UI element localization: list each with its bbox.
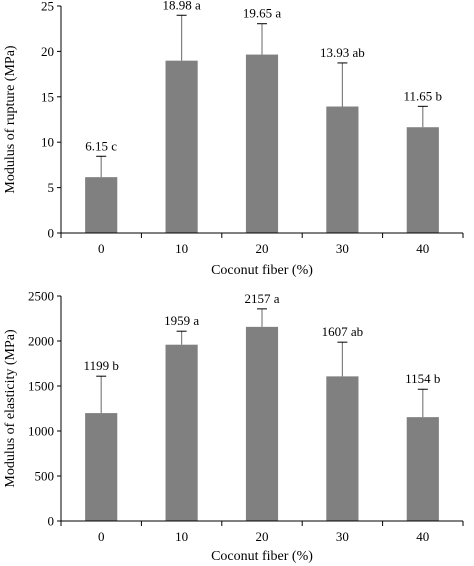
- bar: [245, 326, 279, 521]
- bar: [406, 127, 439, 233]
- data-label: 1607 ab: [322, 324, 364, 339]
- bar: [326, 376, 359, 521]
- y-tick-label: 10: [41, 135, 54, 150]
- data-label: 1959 a: [164, 313, 199, 328]
- bar: [326, 106, 359, 233]
- y-tick-label: 5: [48, 180, 55, 195]
- x-tick-label: 40: [416, 529, 429, 544]
- bar: [165, 60, 198, 234]
- y-axis-label: Modulus of elasticity (MPa): [3, 329, 18, 488]
- data-label: 2157 a: [244, 291, 279, 306]
- data-label: 6.15 c: [85, 138, 117, 153]
- x-tick-label: 40: [416, 241, 429, 256]
- x-tick-label: 30: [336, 529, 349, 544]
- x-tick-label: 10: [175, 529, 188, 544]
- x-tick-label: 10: [175, 241, 188, 256]
- y-tick-label: 2000: [28, 334, 54, 349]
- y-tick-label: 1000: [28, 424, 54, 439]
- x-axis-label: Coconut fiber (%): [211, 549, 313, 564]
- y-tick-label: 2500: [28, 289, 54, 304]
- x-tick-label: 20: [256, 529, 269, 544]
- chart-modulus-of-rupture: 6.15 c 18.98 a 19.65 a 13.93 ab 11.65 b 0 5 10 1…: [3, 0, 464, 278]
- bar: [85, 413, 118, 521]
- y-tick-label: 1500: [28, 379, 54, 394]
- y-tick-label: 0: [48, 514, 55, 529]
- x-tick-label: 20: [256, 241, 269, 256]
- data-label: 1199 b: [84, 358, 119, 373]
- y-tick-label: 0: [48, 226, 55, 241]
- bar: [85, 177, 118, 233]
- y-tick-label: 15: [41, 89, 54, 104]
- y-tick-label: 20: [41, 44, 54, 59]
- x-axis-label: Coconut fiber (%): [211, 263, 313, 278]
- x-tick-label: 0: [98, 241, 105, 256]
- y-axis-label: Modulus of rupture (MPa): [3, 45, 18, 193]
- y-tick-label: 25: [41, 0, 54, 14]
- data-label: 13.93 ab: [320, 45, 365, 60]
- data-label: 19.65 a: [243, 6, 282, 21]
- y-tick-label: 500: [35, 469, 55, 484]
- data-label: 11.65 b: [404, 88, 443, 103]
- bar: [406, 417, 439, 521]
- data-label: 18.98 a: [162, 0, 201, 12]
- bar: [245, 54, 279, 233]
- x-tick-label: 0: [98, 529, 105, 544]
- bar: [165, 344, 198, 521]
- x-tick-label: 30: [336, 241, 349, 256]
- chart-modulus-of-elasticity: 1199 b 1959 a 2157 a 1607 ab 1154 b 0 500 1000 1…: [3, 289, 464, 564]
- data-label: 1154 b: [405, 371, 440, 386]
